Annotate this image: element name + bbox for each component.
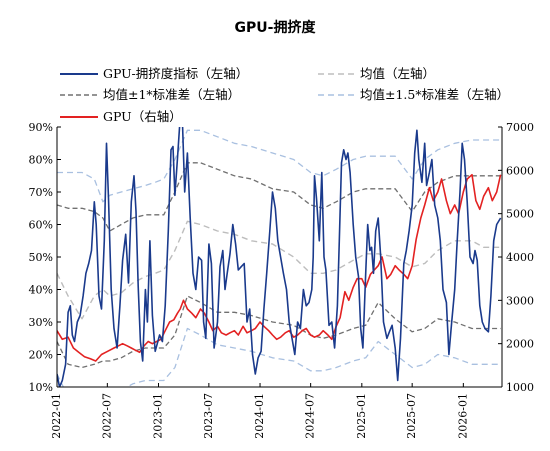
y-left-tick-label: 20% [29,349,53,362]
axes: 10% 20% 30% 40% 50% 60% 70% 80% 90% 1000 2000 3000 4… [29,121,534,439]
legend-label-band1: 均值±1*标准差（左轴） [103,87,240,102]
legend: GPU-拥挤度指标（左轴） 均值（左轴） 均值±1*标准差（左轴） 均值±1.5… [60,66,509,124]
legend-label-mean: 均值（左轴） [360,66,435,81]
series-line-band15-lower [57,327,501,387]
y-right-tick-label: 4000 [506,251,534,264]
y-left-tick-label: 30% [29,316,53,329]
y-left-tick-label: 10% [29,381,53,394]
y-right-tick-label: 1000 [506,381,534,394]
y-left-tick-label: 40% [29,284,53,297]
x-tick-label: 2025-07 [405,393,418,439]
legend-label-band15: 均值±1.5*标准差（左轴） [360,87,509,102]
x-tick-label: 2025-01 [355,393,368,439]
x-tick-label: 2022-01 [50,393,63,439]
y-right-tick-label: 6000 [506,164,534,177]
x-tick-label: 2024-07 [304,393,317,439]
plot-area [57,127,502,387]
y-right-tick-label: 2000 [506,338,534,351]
x-tick-label: 2022-07 [100,393,113,439]
legend-label-crowd: GPU-拥挤度指标（左轴） [103,66,248,81]
y-left-tick-label: 70% [29,186,53,199]
x-tick-label: 2026-01 [456,393,469,439]
x-tick-label: 2023-07 [202,393,215,439]
legend-label-gpu: GPU（右轴） [103,109,182,124]
series-line-band1-upper [57,162,501,232]
y-left-tick-label: 60% [29,219,53,232]
chart-title: GPU-拥挤度 [235,19,317,36]
x-tick-label: 2024-01 [253,393,266,439]
y-right-tick-label: 7000 [506,121,534,134]
y-left-tick-label: 90% [29,121,53,134]
y-left-tick-label: 80% [29,154,53,167]
series-line-crowd [57,127,502,387]
y-left-tick-label: 50% [29,251,53,264]
y-right-tick-label: 5000 [506,208,534,221]
series-line-band15-upper [57,129,501,203]
y-right-tick-label: 3000 [506,294,534,307]
x-tick-label: 2023-01 [152,393,165,439]
series-line-mean [57,220,501,320]
series-line-band1-lower [57,295,501,369]
series-line-gpu [57,173,502,362]
